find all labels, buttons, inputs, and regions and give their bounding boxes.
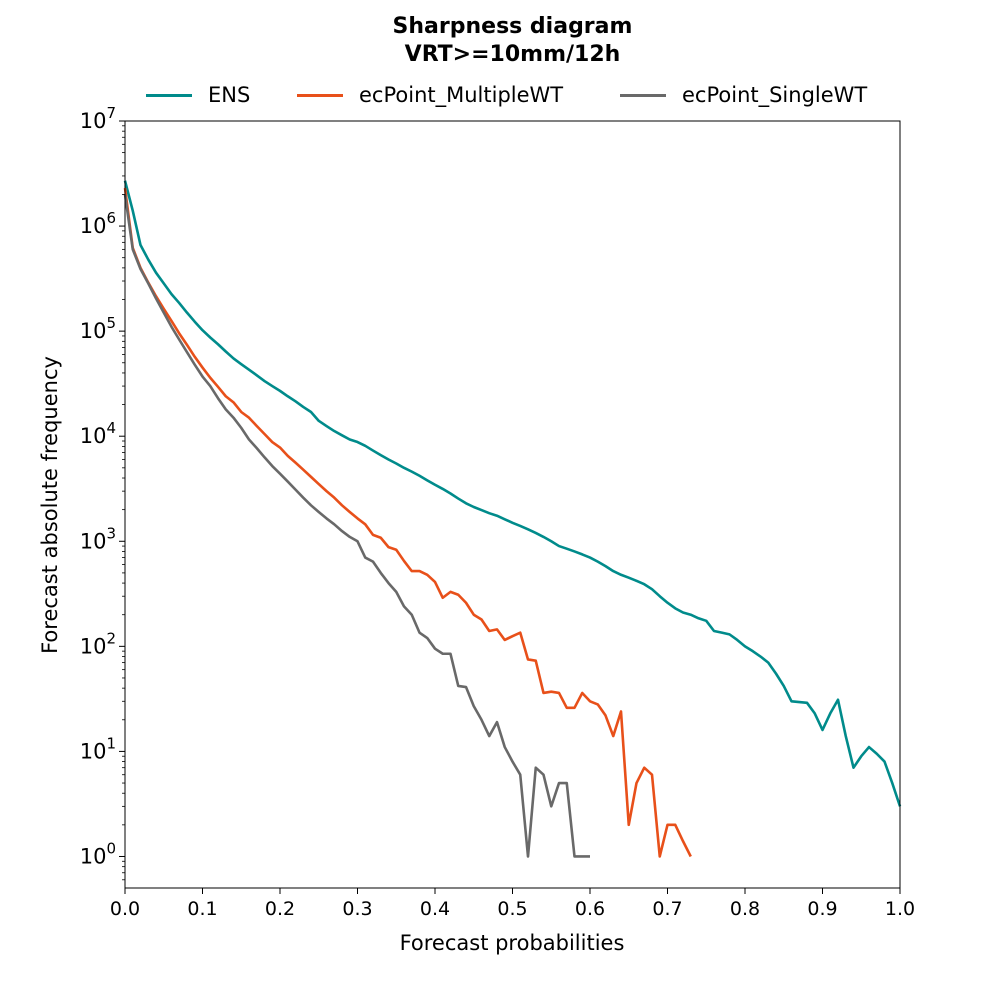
x-tick-label: 0.9 [807, 898, 837, 920]
y-axis-label: Forecast absolute frequency [38, 356, 62, 654]
legend-label-singlewt: ecPoint_SingleWT [682, 83, 868, 107]
series-line-1 [123, 187, 692, 858]
y-tick-label: 105 [80, 314, 116, 343]
y-tick-label: 107 [80, 104, 116, 133]
y-tick-label: 103 [80, 524, 116, 553]
plot-frame [124, 120, 901, 889]
legend-item-singlewt: ecPoint_SingleWT [620, 80, 867, 110]
chart-subtitle: VRT>=10mm/12h [404, 42, 621, 67]
legend-label-ens: ENS [208, 83, 251, 107]
series-line-0 [123, 180, 902, 807]
x-tick-label: 0.2 [265, 898, 295, 920]
legend-swatch-ens [146, 93, 192, 97]
legend-swatch-singlewt [620, 93, 666, 97]
x-tick-label: 0.6 [575, 898, 605, 920]
x-tick-label: 0.4 [420, 898, 450, 920]
x-tick-label: 0.8 [730, 898, 760, 920]
x-tick-label: 0.5 [497, 898, 527, 920]
y-tick-label: 100 [80, 839, 116, 868]
x-tick-label: 0.1 [187, 898, 217, 920]
x-tick-label: 0.0 [110, 898, 140, 920]
chart-title: Sharpness diagram [392, 14, 633, 39]
x-tick-label: 0.3 [342, 898, 372, 920]
legend-swatch-multiplewt [297, 93, 343, 97]
legend-item-ens: ENS [146, 80, 250, 110]
y-tick-label: 106 [80, 209, 116, 238]
x-axis-label: Forecast probabilities [400, 931, 625, 955]
series-line-2 [123, 194, 590, 858]
x-tick-label: 0.7 [652, 898, 682, 920]
legend: ENS ecPoint_MultipleWT ecPoint_SingleWT [0, 80, 1000, 110]
series-layer [123, 180, 902, 858]
y-tick-label: 104 [80, 419, 116, 448]
y-tick-label: 102 [80, 629, 116, 658]
axes-layer: 0.0 0.1 0.2 0.3 0.4 0.5 0.6 0.7 0.8 0.9 1.0 100 101 1… [80, 104, 915, 920]
legend-item-multiplewt: ecPoint_MultipleWT [297, 80, 563, 110]
y-tick-label: 101 [80, 734, 116, 763]
x-tick-label: 1.0 [885, 898, 915, 920]
legend-label-multiplewt: ecPoint_MultipleWT [359, 83, 564, 107]
